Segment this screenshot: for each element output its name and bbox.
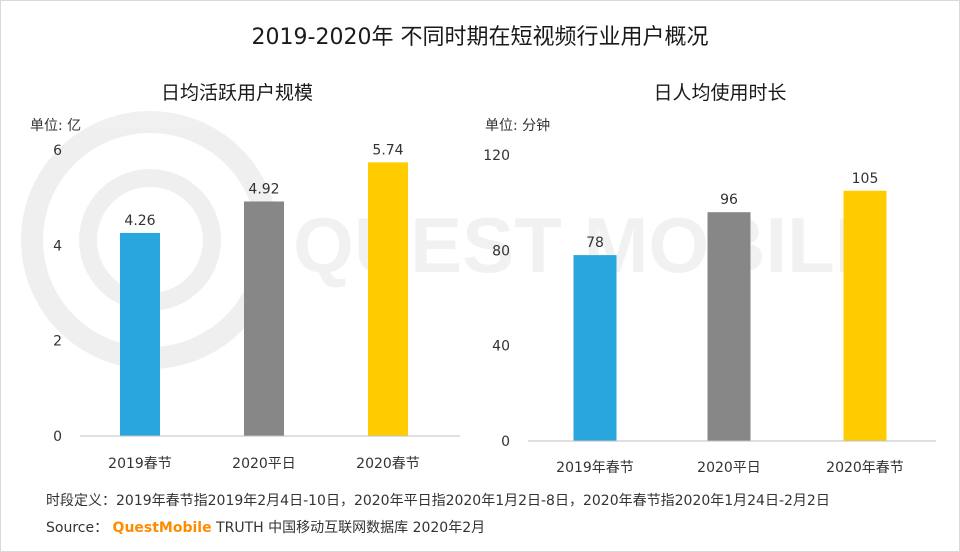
chart-1-data-label: 4.92 [248,181,279,197]
chart-1-bar-3 [368,162,408,437]
source-label: Source： [46,520,109,536]
chart-1-category-label: 2020春节 [356,456,420,472]
chart-2-y-tick-label: 0 [501,434,510,450]
chart-2-bar-2 [707,212,751,441]
chart-1-y-tick-label: 2 [53,334,62,350]
chart-1-title: 日均活跃用户规模 [161,82,313,104]
chart-2-data-label: 96 [720,192,738,208]
chart-1-y-tick-label: 0 [53,429,62,445]
source-brand: QuestMobile [112,520,212,536]
chart-1-category-label: 2020平日 [232,456,296,472]
chart-2-bar-3 [843,190,887,441]
page-title: 2019-2020年 不同时期在短视频行业用户概况 [251,25,709,50]
chart-1-unit-label: 单位: 亿 [30,118,81,134]
chart-1-y-tick-label: 6 [53,143,62,159]
chart-1-bar-1 [120,232,160,436]
chart-2-category-label: 2019年春节 [556,460,634,476]
chart-2-bar-1 [573,255,617,441]
chart-2-category-label: 2020平日 [697,460,761,476]
chart-1-y-tick-label: 4 [53,238,62,254]
chart-1-data-label: 4.26 [124,213,155,229]
chart-1-bar-2 [244,201,284,436]
chart-2-unit-label: 单位: 分钟 [485,117,550,134]
chart-2-y-tick-label: 120 [483,148,510,164]
chart-1-data-label: 5.74 [372,142,403,158]
source-detail: TRUTH 中国移动互联网数据库 2020年2月 [216,520,486,536]
time-definition-note: 时段定义：2019年春节指2019年2月4日-10日，2020年平日指2020年… [46,493,830,509]
source-note: Source： QuestMobile TRUTH 中国移动互联网数据库 202… [46,517,485,537]
chart-2-data-label: 78 [586,235,604,251]
chart-2-data-label: 105 [852,171,879,187]
chart-2-y-tick-label: 40 [492,339,510,355]
chart-2-title: 日人均使用时长 [653,82,786,104]
chart-2-category-label: 2020年春节 [826,460,904,476]
chart-2-y-tick-label: 80 [492,243,510,259]
chart-1-category-label: 2019春节 [108,456,172,472]
